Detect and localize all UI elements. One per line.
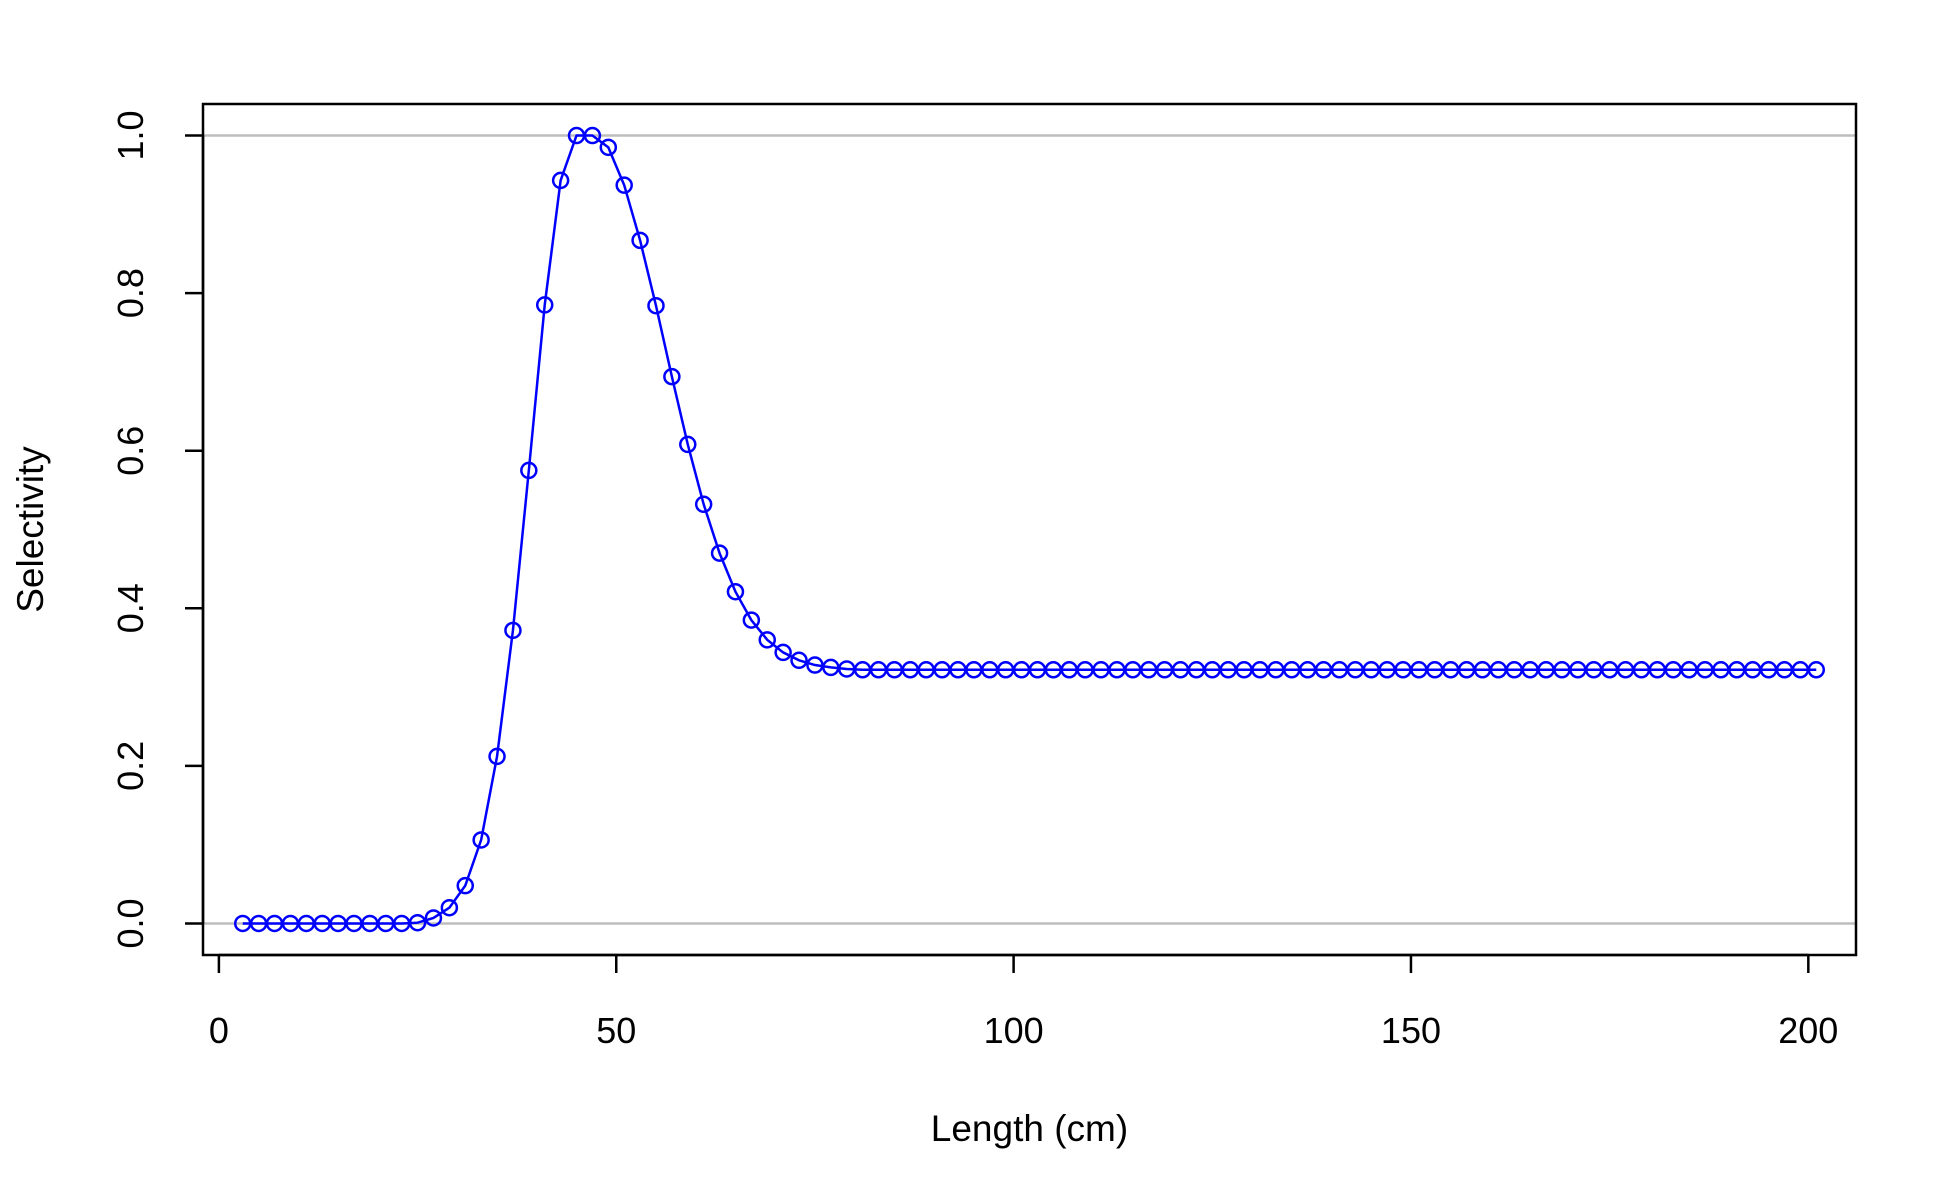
data-point [599, 138, 618, 157]
x-tick-label: 50 [596, 1010, 636, 1051]
x-tick-label: 0 [209, 1010, 229, 1051]
data-point [551, 171, 570, 190]
plot-frame [201, 102, 1858, 957]
x-axis: 0 50 100 150 200 [209, 953, 1838, 1051]
data-point [1807, 661, 1826, 679]
y-axis-title: Selectivity [10, 446, 51, 613]
data-point [472, 831, 490, 849]
x-tick-label: 150 [1381, 1010, 1441, 1051]
data-point [408, 913, 427, 932]
y-tick-label: 0.4 [110, 583, 151, 633]
data-point [504, 621, 522, 640]
data-point [790, 651, 808, 670]
data-point [520, 461, 538, 480]
data-point [424, 909, 443, 927]
data-point [758, 631, 776, 649]
y-tick-label: 0.2 [110, 741, 151, 791]
data-point [774, 643, 792, 662]
data-point [742, 611, 761, 629]
y-tick-label: 1.0 [110, 110, 151, 160]
data-point [440, 898, 459, 917]
data-point [535, 296, 554, 314]
series-line [242, 134, 1817, 925]
y-tick-label: 0.0 [110, 898, 151, 948]
data-point [694, 495, 713, 514]
data-point [631, 231, 649, 250]
data-point [615, 176, 633, 194]
data-point [647, 296, 665, 315]
y-axis: 0.0 0.2 0.4 0.6 0.8 1.0 [110, 110, 205, 949]
data-point [583, 126, 602, 145]
x-axis-title: Length (cm) [931, 1108, 1128, 1149]
x-tick-label: 200 [1778, 1010, 1838, 1051]
data-point [679, 435, 697, 454]
y-tick-label: 0.6 [110, 426, 151, 476]
data-point [710, 544, 729, 562]
data-point [456, 876, 475, 895]
y-tick-label: 0.8 [110, 268, 151, 318]
data-points [233, 126, 1826, 933]
data-point [488, 747, 506, 766]
data-point [663, 367, 681, 386]
x-tick-label: 100 [984, 1010, 1044, 1051]
reference-lines [203, 134, 1856, 925]
data-point [726, 582, 745, 601]
